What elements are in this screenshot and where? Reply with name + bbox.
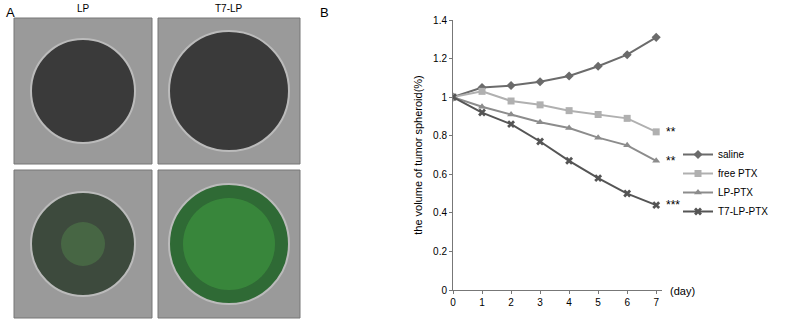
svg-text:0.4: 0.4	[433, 207, 447, 218]
svg-text:free PTX: free PTX	[718, 168, 758, 179]
svg-text:LP-PTX: LP-PTX	[718, 187, 753, 198]
svg-text:T7-LP: T7-LP	[215, 3, 243, 14]
svg-text:0: 0	[450, 297, 456, 308]
svg-text:**: **	[666, 125, 676, 139]
svg-text:the volume of tumor spheroid(%: the volume of tumor spheroid(%)	[412, 75, 424, 235]
svg-text:1.2: 1.2	[433, 53, 447, 64]
svg-text:LP: LP	[77, 3, 90, 14]
svg-text:5: 5	[595, 297, 601, 308]
svg-text:(day): (day)	[670, 285, 695, 297]
svg-text:T7-LP-PTX: T7-LP-PTX	[718, 206, 768, 217]
svg-text:**: **	[666, 154, 676, 168]
svg-text:0: 0	[441, 285, 447, 296]
svg-text:6: 6	[624, 297, 630, 308]
svg-text:1: 1	[479, 297, 485, 308]
svg-text:2: 2	[508, 297, 514, 308]
svg-text:1: 1	[441, 92, 447, 103]
svg-text:A: A	[6, 5, 15, 20]
svg-text:0.8: 0.8	[433, 130, 447, 141]
svg-text:***: ***	[666, 198, 680, 212]
svg-text:7: 7	[653, 297, 659, 308]
svg-text:4: 4	[566, 297, 572, 308]
svg-text:3: 3	[537, 297, 543, 308]
svg-text:0.6: 0.6	[433, 169, 447, 180]
svg-text:1.4: 1.4	[433, 15, 447, 26]
svg-text:B: B	[320, 5, 329, 20]
svg-text:0.2: 0.2	[433, 246, 447, 257]
svg-text:saline: saline	[718, 149, 745, 160]
